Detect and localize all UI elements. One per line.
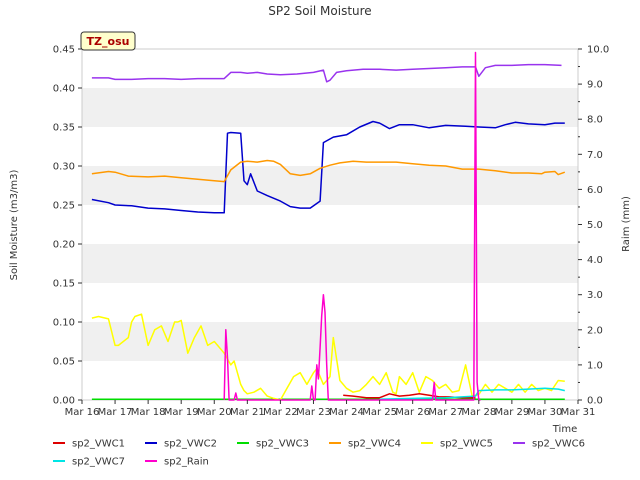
y-tick-label: 0.35 [53,123,75,134]
legend-label: sp2_Rain [164,457,209,468]
grid-band [82,88,578,127]
y-tick-label: 0.40 [53,84,75,95]
y2-tick-label: 1.0 [587,360,603,371]
legend-label: sp2_VWC2 [164,439,217,450]
x-tick-label: Mar 18 [131,407,166,418]
series-line-sp2-rain [223,51,481,401]
y-axis-left: 0.00 0.05 0.10 0.15 0.20 0.25 0.30 0.35 0.40 0.45 [53,45,82,407]
y-tick-label: 0.15 [53,279,75,290]
legend-label: sp2_VWC5 [440,439,493,450]
y-tick-label: 0.05 [53,357,75,368]
legend-label: sp2_VWC6 [532,439,585,450]
y2-tick-label: 0.0 [587,396,603,407]
legend-label: sp2_VWC3 [256,439,309,450]
x-tick-label: Mar 22 [263,407,298,418]
grid-band [82,322,578,361]
station-badge-label: TZ_osu [87,35,130,48]
legend-item: sp2_VWC2 [145,439,217,450]
x-tick-label: Mar 21 [230,407,265,418]
y2-tick-label: 5.0 [587,220,603,231]
background-bands [82,49,578,400]
y-tick-label: 0.10 [53,318,75,329]
legend-item: sp2_VWC7 [53,457,125,468]
x-tick-label: Mar 26 [395,407,430,418]
y-tick-label: 0.45 [53,45,75,56]
x-tick-label: Mar 25 [362,407,397,418]
grid-band [82,283,578,322]
grid-band [82,49,578,88]
y2-tick-label: 3.0 [587,290,603,301]
legend-item: sp2_VWC4 [329,439,401,450]
x-tick-label: Mar 19 [164,407,199,418]
x-tick-label: Mar 20 [197,407,232,418]
x-tick-label: Mar 28 [461,407,496,418]
grid-band [82,361,578,400]
x-tick-label: Mar 23 [296,407,331,418]
y-tick-label: 0.00 [53,396,75,407]
legend-label: sp2_VWC1 [72,439,125,450]
legend-item: sp2_VWC3 [237,439,309,450]
legend: sp2_VWC1 sp2_VWC2 sp2_VWC3 sp2_VWC4 sp2_VWC5… [53,439,585,468]
grid-band [82,244,578,283]
x-tick-label: Mar 30 [528,407,563,418]
y-tick-label: 0.25 [53,201,75,212]
series-layer [91,51,566,401]
y2-tick-label: 9.0 [587,80,603,91]
y2-tick-label: 8.0 [587,115,603,126]
x-axis-label: Time [552,424,577,435]
chart-title: SP2 Soil Moisture [268,4,371,18]
legend-item: sp2_VWC5 [421,439,493,450]
x-tick-label: Mar 27 [428,407,463,418]
legend-label: sp2_VWC7 [72,457,125,468]
legend-item: sp2_Rain [145,457,209,468]
y2-tick-label: 4.0 [587,255,603,266]
y2-tick-label: 6.0 [587,185,603,196]
x-tick-label: Mar 17 [98,407,133,418]
series-line-sp2-vwc4 [91,159,566,183]
series-line-sp2-vwc2 [91,120,565,214]
x-tick-label: Mar 31 [561,407,596,418]
y-axis-right: 0.0 1.0 2.0 3.0 4.0 5.0 6.0 7.0 8.0 9.0 10.0 [578,45,609,407]
series-line-sp2-vwc7 [379,387,565,400]
y-tick-label: 0.20 [53,240,75,251]
y2-tick-label: 7.0 [587,150,603,161]
legend-label: sp2_VWC4 [348,439,401,450]
grid-band [82,205,578,244]
x-tick-label: Mar 16 [65,407,100,418]
y-tick-label: 0.30 [53,162,75,173]
y2-axis-label: Raim (mm) [621,196,632,252]
y2-tick-label: 10.0 [587,45,609,56]
x-tick-label: Mar 24 [329,407,364,418]
x-tick-label: Mar 29 [494,407,529,418]
legend-item: sp2_VWC1 [53,439,125,450]
y2-tick-label: 2.0 [587,325,603,336]
y-axis-label: Soil Moisture (m3/m3) [9,170,20,281]
station-badge: TZ_osu [80,31,136,51]
legend-item: sp2_VWC6 [513,439,585,450]
grid-band [82,127,578,166]
series-line-sp2-vwc6 [91,63,562,83]
grid-band [82,166,578,205]
